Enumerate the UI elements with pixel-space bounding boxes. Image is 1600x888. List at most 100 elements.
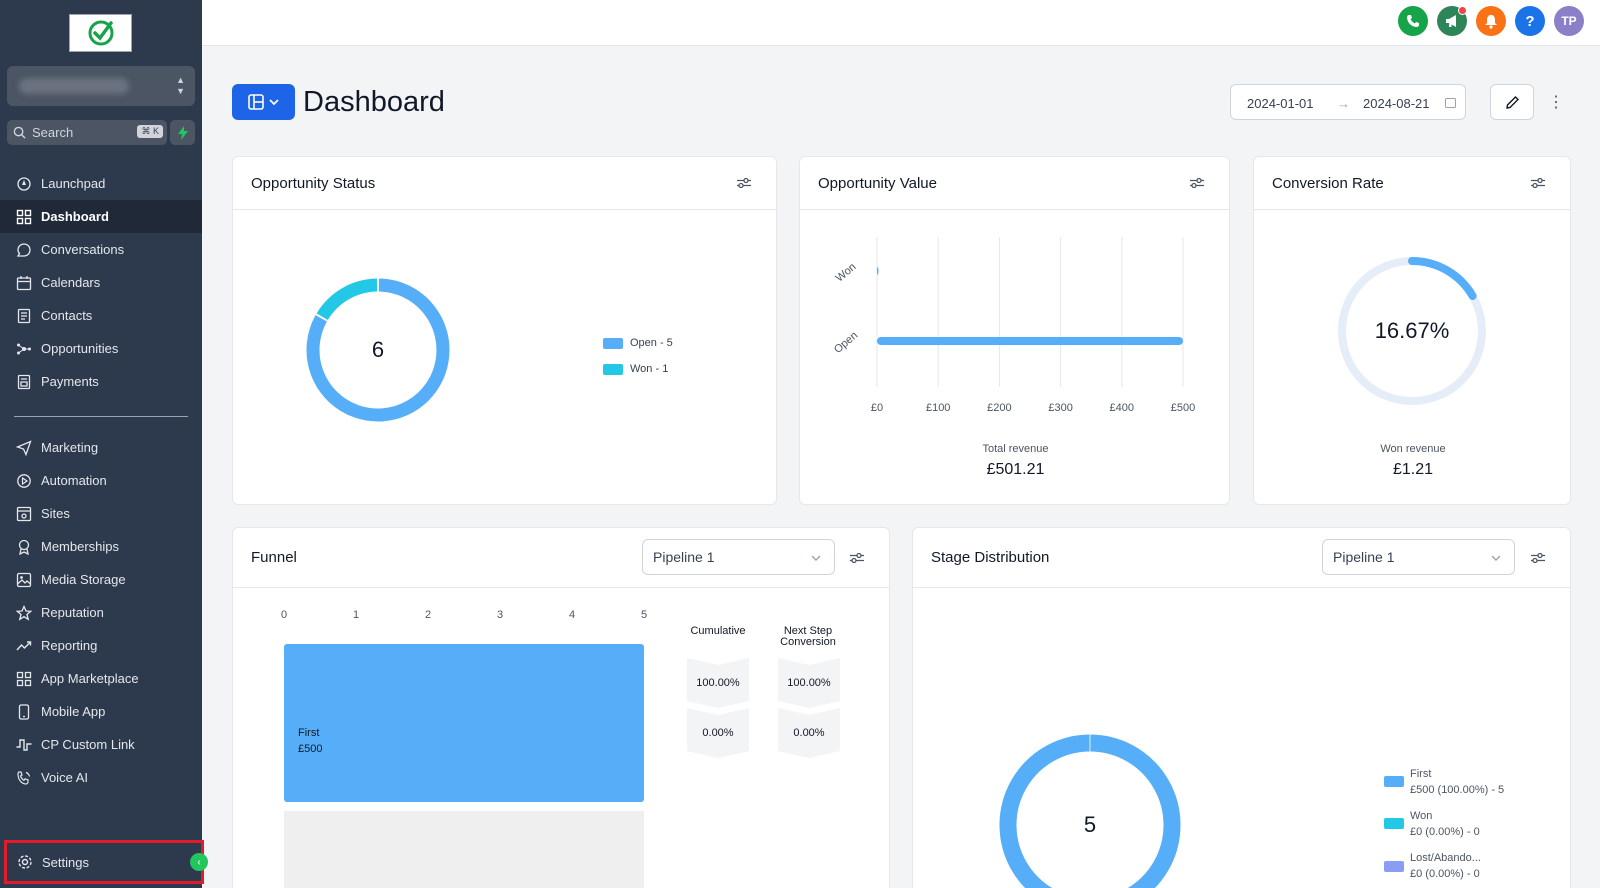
sidebar-item-conversations[interactable]: Conversations: [0, 233, 202, 266]
sidebar-item-dashboard[interactable]: Dashboard: [0, 200, 202, 233]
sidebar-item-label: Memberships: [41, 539, 120, 554]
sidebar-item-contacts[interactable]: Contacts: [0, 299, 202, 332]
legend-label: Open - 5: [630, 337, 673, 349]
sidebar-item-label: App Marketplace: [41, 671, 139, 686]
x-tick-label: 1: [353, 609, 359, 621]
sidebar-item-voice-ai[interactable]: Voice AI: [0, 761, 202, 794]
calendar-icon: [15, 274, 33, 292]
sidebar-item-media-storage[interactable]: Media Storage: [0, 563, 202, 596]
sidebar-item-label: Opportunities: [41, 341, 119, 356]
mobile-icon: [15, 703, 33, 721]
sidebar-item-mobile-app[interactable]: Mobile App: [0, 695, 202, 728]
x-tick-label: £100: [926, 402, 950, 414]
star-icon: [15, 604, 33, 622]
bar-won[interactable]: [877, 267, 879, 275]
card-title: Funnel: [251, 549, 297, 566]
opportunity-status-donut: [306, 278, 450, 422]
card-header: Opportunity Status: [233, 157, 776, 210]
filter-icon[interactable]: [1530, 550, 1546, 566]
x-tick-label: £200: [987, 402, 1011, 414]
sidebar-item-label: Voice AI: [41, 770, 88, 785]
card-title: Conversion Rate: [1272, 175, 1384, 192]
sidebar-item-sites[interactable]: Sites: [0, 497, 202, 530]
cumulative-cell: 0.00%: [687, 708, 749, 758]
sidebar-item-label: Payments: [41, 374, 99, 389]
sidebar-item-memberships[interactable]: Memberships: [0, 530, 202, 563]
sidebar-item-cp-custom-link[interactable]: CP Custom Link: [0, 728, 202, 761]
donut-slice-open[interactable]: [306, 278, 450, 422]
y-category-label: Won: [834, 261, 859, 285]
funnel-stage-value: £500: [298, 743, 323, 755]
card-header: Opportunity Value: [800, 157, 1229, 210]
quick-action-button[interactable]: [170, 120, 195, 145]
image-icon: [15, 571, 33, 589]
x-tick-label: £500: [1171, 402, 1195, 414]
x-tick-label: 5: [641, 609, 647, 621]
opportunities-icon: [15, 340, 33, 358]
legend-detail: £500 (100.00%) - 5: [1410, 784, 1505, 796]
bar-open[interactable]: [877, 337, 1183, 345]
sidebar-item-marketing[interactable]: Marketing: [0, 431, 202, 464]
date-end: 2024-08-21: [1363, 96, 1430, 111]
collapse-sidebar-button[interactable]: ‹: [190, 853, 208, 871]
voice-icon: [15, 769, 33, 787]
gauge-fill[interactable]: [1408, 257, 1477, 301]
megaphone-icon[interactable]: [1437, 6, 1467, 36]
bell-icon[interactable]: [1476, 6, 1506, 36]
legend-item-won[interactable]: Won £0 (0.00%) - 0: [1410, 808, 1480, 840]
legend-item-open[interactable]: Open - 5: [603, 337, 673, 349]
account-switcher[interactable]: ▲ ▼: [7, 66, 195, 106]
card-title: Opportunity Status: [251, 175, 376, 192]
notification-dot: [1458, 6, 1467, 15]
funnel-card: Funnel Pipeline 1 0 1 2 3 4 5 First £500 Cumu…: [232, 527, 890, 888]
up-down-chevron-icon: ▲ ▼: [176, 75, 185, 96]
check-logo-icon: [88, 20, 113, 46]
more-options-icon[interactable]: ⋮: [1548, 94, 1564, 111]
date-range-picker[interactable]: 2024-01-01 → 2024-08-21: [1230, 84, 1466, 120]
legend-item-lost[interactable]: Lost/Abando... £0 (0.00%) - 0: [1410, 850, 1481, 882]
filter-icon[interactable]: [1189, 175, 1205, 191]
sidebar-item-automation[interactable]: Automation: [0, 464, 202, 497]
help-icon[interactable]: ?: [1515, 6, 1545, 36]
filter-icon[interactable]: [736, 175, 752, 191]
sidebar-item-reporting[interactable]: Reporting: [0, 629, 202, 662]
sidebar-item-payments[interactable]: Payments: [0, 365, 202, 398]
search-input[interactable]: Search ⌘ K: [7, 120, 167, 145]
search-shortcut: ⌘ K: [137, 125, 163, 138]
sidebar-item-launchpad[interactable]: Launchpad: [0, 167, 202, 200]
filter-icon[interactable]: [849, 550, 865, 566]
stage-donut-total: 5: [1083, 812, 1097, 837]
chevron-down-icon: [811, 555, 821, 561]
edit-dashboard-button[interactable]: [1490, 84, 1534, 120]
legend-item-won[interactable]: Won - 1: [603, 363, 668, 375]
stage-distribution-donut: [999, 734, 1181, 888]
bolt-icon: [177, 125, 188, 140]
legend-label: Won - 1: [630, 363, 669, 375]
sidebar-item-settings[interactable]: Settings: [4, 840, 204, 884]
donut-slice-first[interactable]: [999, 734, 1181, 888]
phone-icon[interactable]: [1398, 6, 1428, 36]
legend-label: Won: [1410, 810, 1433, 822]
layout-switcher-button[interactable]: [232, 84, 295, 120]
legend-item-first[interactable]: First £500 (100.00%) - 5: [1410, 766, 1504, 798]
sidebar-item-app-marketplace[interactable]: App Marketplace: [0, 662, 202, 695]
chat-icon: [15, 241, 33, 259]
sidebar-item-label: Settings: [42, 854, 89, 870]
funnel-bar-first[interactable]: [284, 644, 644, 802]
pipeline-select[interactable]: Pipeline 1: [1322, 539, 1515, 575]
filter-icon[interactable]: [1530, 175, 1546, 191]
logo[interactable]: [69, 14, 132, 52]
opportunity-status-card: Opportunity Status 6 Open - 5 Won - 1: [232, 156, 777, 505]
legend-swatch: [603, 363, 623, 375]
avatar[interactable]: TP: [1554, 6, 1584, 36]
sidebar-item-reputation[interactable]: Reputation: [0, 596, 202, 629]
sidebar-item-opportunities[interactable]: Opportunities: [0, 332, 202, 365]
trend-icon: [15, 637, 33, 655]
topbar: ? TP: [202, 0, 1600, 46]
grid-icon: [15, 670, 33, 688]
sidebar-item-calendars[interactable]: Calendars: [0, 266, 202, 299]
funnel-stage-name: First: [298, 727, 320, 739]
pipeline-select[interactable]: Pipeline 1: [642, 539, 835, 575]
donut-slice-won[interactable]: [316, 278, 378, 321]
opportunity-value-bar-chart: £0 £100 £200 £300 £400 £500 Won Open: [832, 237, 1195, 414]
